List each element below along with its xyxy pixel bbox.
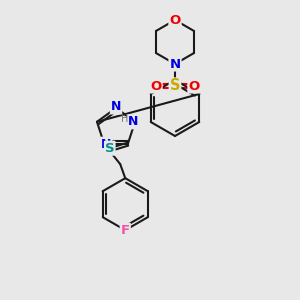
Text: O: O	[188, 80, 200, 92]
Text: N: N	[128, 115, 138, 128]
Text: S: S	[170, 79, 180, 94]
Text: N: N	[169, 58, 181, 70]
Text: H: H	[121, 114, 129, 124]
Text: N: N	[111, 100, 121, 113]
Text: O: O	[169, 14, 181, 26]
Text: F: F	[121, 224, 130, 237]
Text: S: S	[105, 142, 115, 155]
Text: N: N	[101, 138, 111, 151]
Text: O: O	[150, 80, 162, 92]
